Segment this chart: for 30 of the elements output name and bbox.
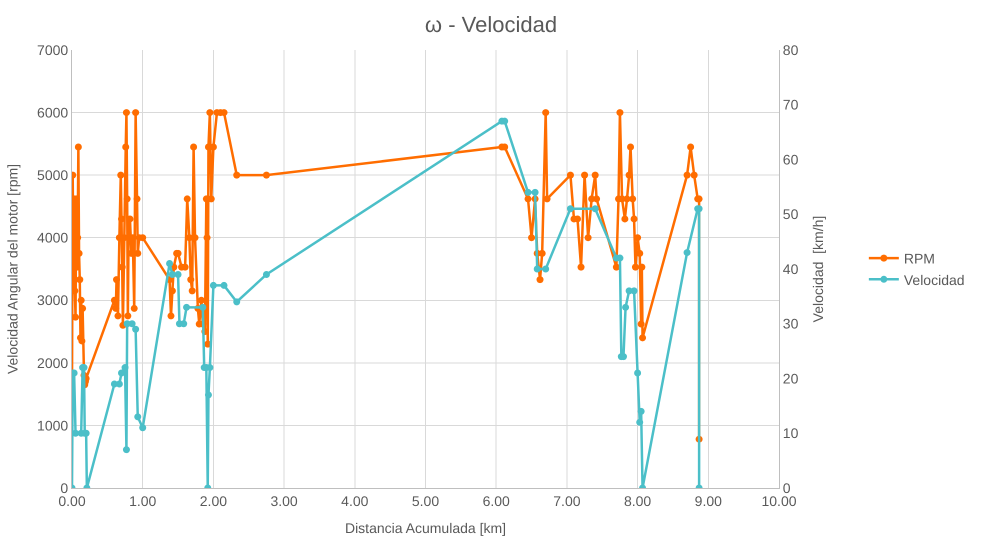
y2-axis-title: Velocidad [km/h]: [810, 216, 826, 322]
y-tick-label: 6000: [37, 104, 68, 120]
x-tick-label: 2.00: [200, 492, 228, 509]
x-tick-label: 1.00: [129, 492, 157, 509]
y2-tick-label: 50: [782, 206, 799, 222]
y-tick-label: 4000: [37, 230, 68, 246]
y-tick-label: 7000: [37, 42, 68, 58]
x-tick-label: 4.00: [341, 492, 369, 509]
x-tick-label: 6.00: [482, 492, 510, 509]
x-tick-label: 8.00: [624, 492, 652, 509]
y-axis-title: Velocidad Angular del motor [rpm]: [4, 164, 21, 374]
x-tick-label: 3.00: [270, 492, 298, 509]
y2-tick-label: 60: [782, 151, 799, 168]
x-axis-title: Distancia Acumulada [km]: [344, 520, 506, 536]
y2-tick-label: 10: [782, 425, 799, 442]
y-tick-label: 1000: [37, 417, 68, 434]
y-tick-label: 3000: [37, 292, 68, 308]
y2-tick-label: 30: [782, 316, 799, 332]
y2-tick-label: 20: [782, 370, 799, 386]
chart-title: ω - Velocidad: [424, 12, 558, 37]
y-tick-label: 2000: [37, 354, 68, 371]
y2-tick-label: 40: [782, 260, 799, 277]
legend-label: Velocidad: [904, 272, 965, 288]
y2-tick-label: 80: [782, 42, 799, 58]
y-tick-label: 5000: [37, 167, 68, 184]
x-tick-label: 7.00: [553, 492, 581, 509]
legend-label: RPM: [904, 250, 935, 267]
x-tick-label: 9.00: [694, 492, 722, 509]
y2-tick-label: 70: [782, 96, 799, 113]
x-tick-label: 5.00: [412, 492, 440, 509]
